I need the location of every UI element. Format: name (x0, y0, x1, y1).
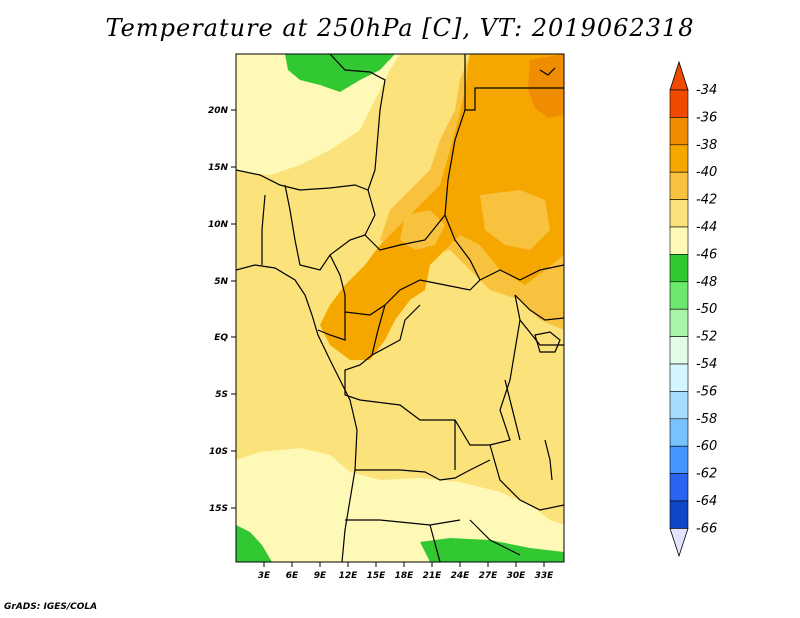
grads-credit: GrADS: IGES/COLA (4, 602, 98, 612)
colorbar-label-14: -60 (696, 439, 717, 454)
field-band-46-s (420, 538, 564, 562)
border-botswana (429, 519, 521, 562)
colorbar-label-13: -58 (696, 412, 717, 427)
field-band-44-south (236, 448, 564, 562)
colorbar-segment-12 (669, 391, 689, 420)
colorbar-label-10: -52 (696, 330, 717, 345)
colorbar-segment-4 (669, 171, 689, 200)
colorbar-label-9: -50 (696, 302, 717, 317)
chart-title: Temperature at 250hPa [C], VT: 201906231… (105, 14, 695, 42)
border-sudan-south (479, 264, 564, 281)
colorbar-label-7: -46 (696, 247, 717, 262)
lat-label-20n: 20N (208, 106, 229, 116)
field-band-40-hole (400, 210, 445, 250)
lon-label-24e: 24E (451, 571, 471, 581)
border-niger-chad (364, 169, 376, 236)
field-band-44-north (236, 54, 400, 175)
lat-label-15n: 15N (208, 163, 229, 173)
lon-label-30e: 30E (507, 571, 527, 581)
border-algeria-libya (329, 54, 386, 171)
lon-label-21e: 21E (423, 571, 443, 581)
border-zambia (454, 420, 564, 511)
colorbar: -34 -36 -38 -40 -42 -44 -46 -48 -50 -52 … (669, 60, 717, 558)
lon-label-6e: 6E (286, 571, 299, 581)
colorbar-segment-5 (669, 199, 689, 228)
field-band-46-sw (236, 525, 272, 562)
lat-label-5s: 5S (215, 390, 228, 400)
border-namibia (345, 519, 461, 526)
colorbar-segment-7 (669, 254, 689, 283)
border-east-africa (514, 294, 564, 346)
field-band-36 (528, 54, 564, 118)
colorbar-bottom-arrow (669, 528, 689, 558)
lon-label-27e: 27E (479, 571, 499, 581)
country-borders (236, 54, 564, 562)
colorbar-segment-9 (669, 308, 689, 337)
border-lake-malawi (544, 439, 553, 481)
colorbar-segment-2 (669, 117, 689, 146)
colorbar-label-16: -64 (696, 494, 717, 509)
colorbar-segment-15 (669, 473, 689, 502)
border-cameroon (329, 254, 386, 316)
colorbar-segment-14 (669, 445, 689, 474)
border-nigeria (261, 184, 366, 271)
border-car (364, 214, 481, 306)
border-lake-victoria (534, 331, 561, 353)
lon-label-15e: 15E (367, 571, 387, 581)
colorbar-label-12: -56 (696, 384, 717, 399)
border-libya-egypt (464, 54, 564, 111)
colorbar-segment-11 (669, 363, 689, 392)
colorbar-label-3: -38 (696, 138, 717, 153)
field-band-38 (320, 54, 564, 360)
border-coastline-west (236, 264, 358, 562)
lon-label-9e: 9E (314, 571, 327, 581)
colorbar-label-15: -62 (696, 467, 717, 482)
colorbar-segment-16 (669, 500, 689, 529)
lon-label-3e: 3E (258, 571, 271, 581)
colorbar-segment-8 (669, 281, 689, 310)
lat-label-10s: 10S (209, 447, 228, 457)
colorbar-label-2: -36 (696, 110, 717, 125)
border-angola (355, 459, 491, 481)
colorbar-label-17: -66 (696, 521, 717, 536)
field-band-40-hole2 (480, 190, 550, 250)
latitude-axis: 20N 15N 10N 5N EQ 5S 10S 15S (208, 106, 236, 514)
lon-label-33e: 33E (535, 571, 555, 581)
map-frame (235, 53, 565, 563)
border-lake-tanganyika (504, 379, 521, 441)
colorbar-segment-13 (669, 418, 689, 447)
border-drc (344, 294, 521, 446)
lon-label-12e: 12E (339, 571, 359, 581)
colorbar-label-1: -34 (696, 83, 717, 98)
colorbar-segment-10 (669, 336, 689, 365)
temperature-field (236, 54, 564, 562)
colorbar-segment-6 (669, 226, 689, 255)
border-mali-niger (236, 169, 369, 191)
lon-label-18e: 18E (395, 571, 415, 581)
lat-label-10n: 10N (208, 220, 229, 230)
colorbar-label-8: -48 (696, 275, 717, 290)
colorbar-label-6: -44 (696, 220, 717, 235)
colorbar-label-5: -42 (696, 193, 717, 208)
lat-label-15s: 15S (209, 504, 228, 514)
longitude-axis: 3E 6E 9E 12E 15E 18E 21E 24E 27E 30E 33E (258, 562, 554, 581)
lat-label-eq: EQ (214, 333, 228, 343)
colorbar-segment-1 (669, 89, 689, 118)
field-band-46-north (285, 54, 395, 92)
colorbar-top-arrow (669, 60, 689, 91)
colorbar-segment-3 (669, 144, 689, 173)
lat-label-5n: 5N (214, 277, 228, 287)
colorbar-label-4: -40 (696, 165, 717, 180)
colorbar-label-11: -54 (696, 357, 717, 372)
border-red-sea (539, 67, 556, 76)
border-congo (317, 304, 421, 356)
